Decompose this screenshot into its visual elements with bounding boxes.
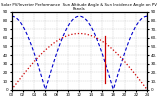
Title: Solar PV/Inverter Performance  Sun Altitude Angle & Sun Incidence Angle on PV Pa: Solar PV/Inverter Performance Sun Altitu… xyxy=(1,3,157,11)
